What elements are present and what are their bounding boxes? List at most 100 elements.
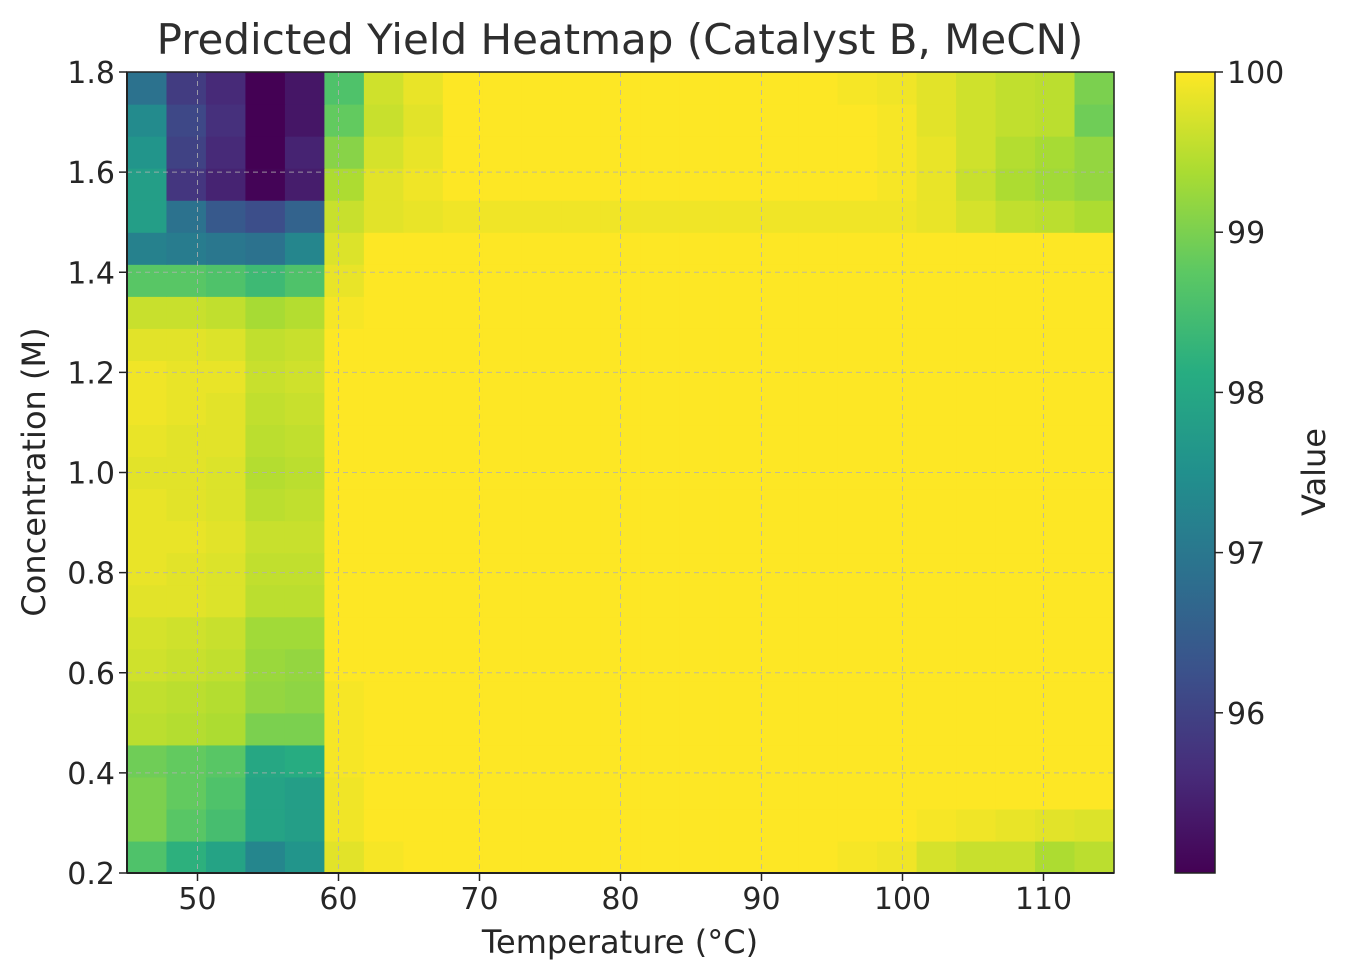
heatmap-cell	[442, 616, 483, 650]
heatmap-cell	[956, 584, 997, 618]
y-tick-label: 1.6	[67, 156, 115, 191]
heatmap-cell	[679, 264, 720, 297]
x-tick-label: 110	[1015, 882, 1072, 917]
heatmap-cell	[127, 264, 168, 297]
heatmap-cell	[166, 584, 207, 618]
heatmap-cell	[1074, 808, 1115, 842]
heatmap-cell	[719, 680, 760, 714]
heatmap-cell	[640, 328, 681, 361]
heatmap-cell	[205, 744, 247, 778]
heatmap-cell	[284, 200, 325, 233]
heatmap-cell	[758, 200, 799, 233]
heatmap-cell	[1074, 584, 1115, 618]
heatmap-cell	[1074, 72, 1115, 105]
heatmap-cell	[1074, 296, 1115, 329]
heatmap-cell	[640, 424, 681, 458]
heatmap-cell	[956, 264, 997, 297]
heatmap-cell	[324, 808, 365, 842]
heatmap-cell	[363, 360, 404, 393]
heatmap-cell	[1035, 264, 1076, 297]
heatmap-cell	[798, 328, 839, 361]
heatmap-cell	[166, 552, 207, 586]
heatmap-cell	[837, 136, 878, 169]
heatmap-cell	[956, 616, 997, 650]
heatmap-cell	[442, 72, 483, 105]
heatmap-cell	[363, 72, 404, 105]
heatmap-cell	[837, 72, 878, 105]
heatmap-cell	[640, 840, 681, 874]
heatmap-cell	[956, 648, 997, 682]
heatmap-cell	[363, 840, 404, 874]
x-tick-label: 50	[178, 882, 216, 917]
heatmap-cell	[798, 424, 839, 458]
heatmap-cell	[403, 648, 444, 682]
heatmap-cell	[916, 264, 957, 297]
heatmap-cell	[363, 136, 404, 169]
heatmap-cell	[403, 488, 444, 522]
heatmap-cell	[284, 584, 325, 618]
heatmap-cell	[324, 712, 365, 746]
heatmap-cell	[995, 648, 1036, 682]
heatmap-cell	[1035, 136, 1076, 169]
heatmap-cell	[877, 776, 918, 810]
heatmap-cell	[245, 648, 286, 682]
heatmap-cell	[1074, 264, 1115, 297]
heatmap-cell	[758, 744, 799, 778]
heatmap-cell	[284, 168, 325, 201]
heatmap-cell	[956, 328, 997, 361]
heatmap-cell	[798, 296, 839, 329]
heatmap-cell	[640, 520, 681, 554]
heatmap-cell	[1074, 488, 1115, 522]
heatmap-cell	[284, 136, 325, 169]
heatmap-cell	[1074, 328, 1115, 361]
heatmap-cell	[640, 808, 681, 842]
heatmap-cell	[758, 232, 799, 265]
heatmap-cell	[877, 168, 918, 201]
heatmap-cell	[205, 296, 247, 329]
heatmap-cell	[640, 104, 681, 137]
heatmap-cell	[837, 392, 878, 426]
heatmap-cell	[127, 104, 168, 137]
y-tick-label: 0.8	[67, 557, 115, 592]
heatmap-cell	[284, 360, 325, 393]
heatmap-cell	[1074, 616, 1115, 650]
heatmap-cell	[482, 776, 523, 810]
heatmap-cell	[561, 392, 602, 426]
heatmap-cell	[916, 840, 957, 874]
heatmap-cell	[1074, 648, 1115, 682]
heatmap-cell	[205, 584, 247, 618]
heatmap-cell	[956, 744, 997, 778]
heatmap-cell	[798, 840, 839, 874]
heatmap-cell	[127, 648, 168, 682]
heatmap-cell	[324, 136, 365, 169]
heatmap-cell	[798, 168, 839, 201]
heatmap-cell	[758, 712, 799, 746]
heatmap-cell	[324, 296, 365, 329]
colorbar-tick-label: 98	[1227, 376, 1265, 411]
heatmap-cell	[877, 72, 918, 105]
heatmap-cell	[284, 712, 325, 746]
heatmap-cell	[1035, 616, 1076, 650]
heatmap-cell	[916, 488, 957, 522]
heatmap-cell	[877, 328, 918, 361]
heatmap-cell	[561, 104, 602, 137]
heatmap-cell	[245, 168, 286, 201]
heatmap-cell	[205, 424, 247, 458]
heatmap-cell	[363, 808, 404, 842]
heatmap-cell	[837, 488, 878, 522]
heatmap-cell	[1074, 552, 1115, 586]
heatmap-cell	[363, 776, 404, 810]
heatmap-cell	[442, 200, 483, 233]
heatmap-cell	[403, 360, 444, 393]
chart-title: Predicted Yield Heatmap (Catalyst B, MeC…	[157, 15, 1084, 64]
heatmap-cell	[916, 232, 957, 265]
heatmap-cell	[719, 712, 760, 746]
heatmap-cell	[719, 104, 760, 137]
colorbar-label: Value	[1295, 428, 1333, 516]
heatmap-cell	[679, 72, 720, 105]
heatmap-cell	[127, 200, 168, 233]
heatmap-cell	[561, 616, 602, 650]
heatmap-cell	[127, 776, 168, 810]
heatmap-cell	[837, 552, 878, 586]
heatmap-cell	[916, 680, 957, 714]
